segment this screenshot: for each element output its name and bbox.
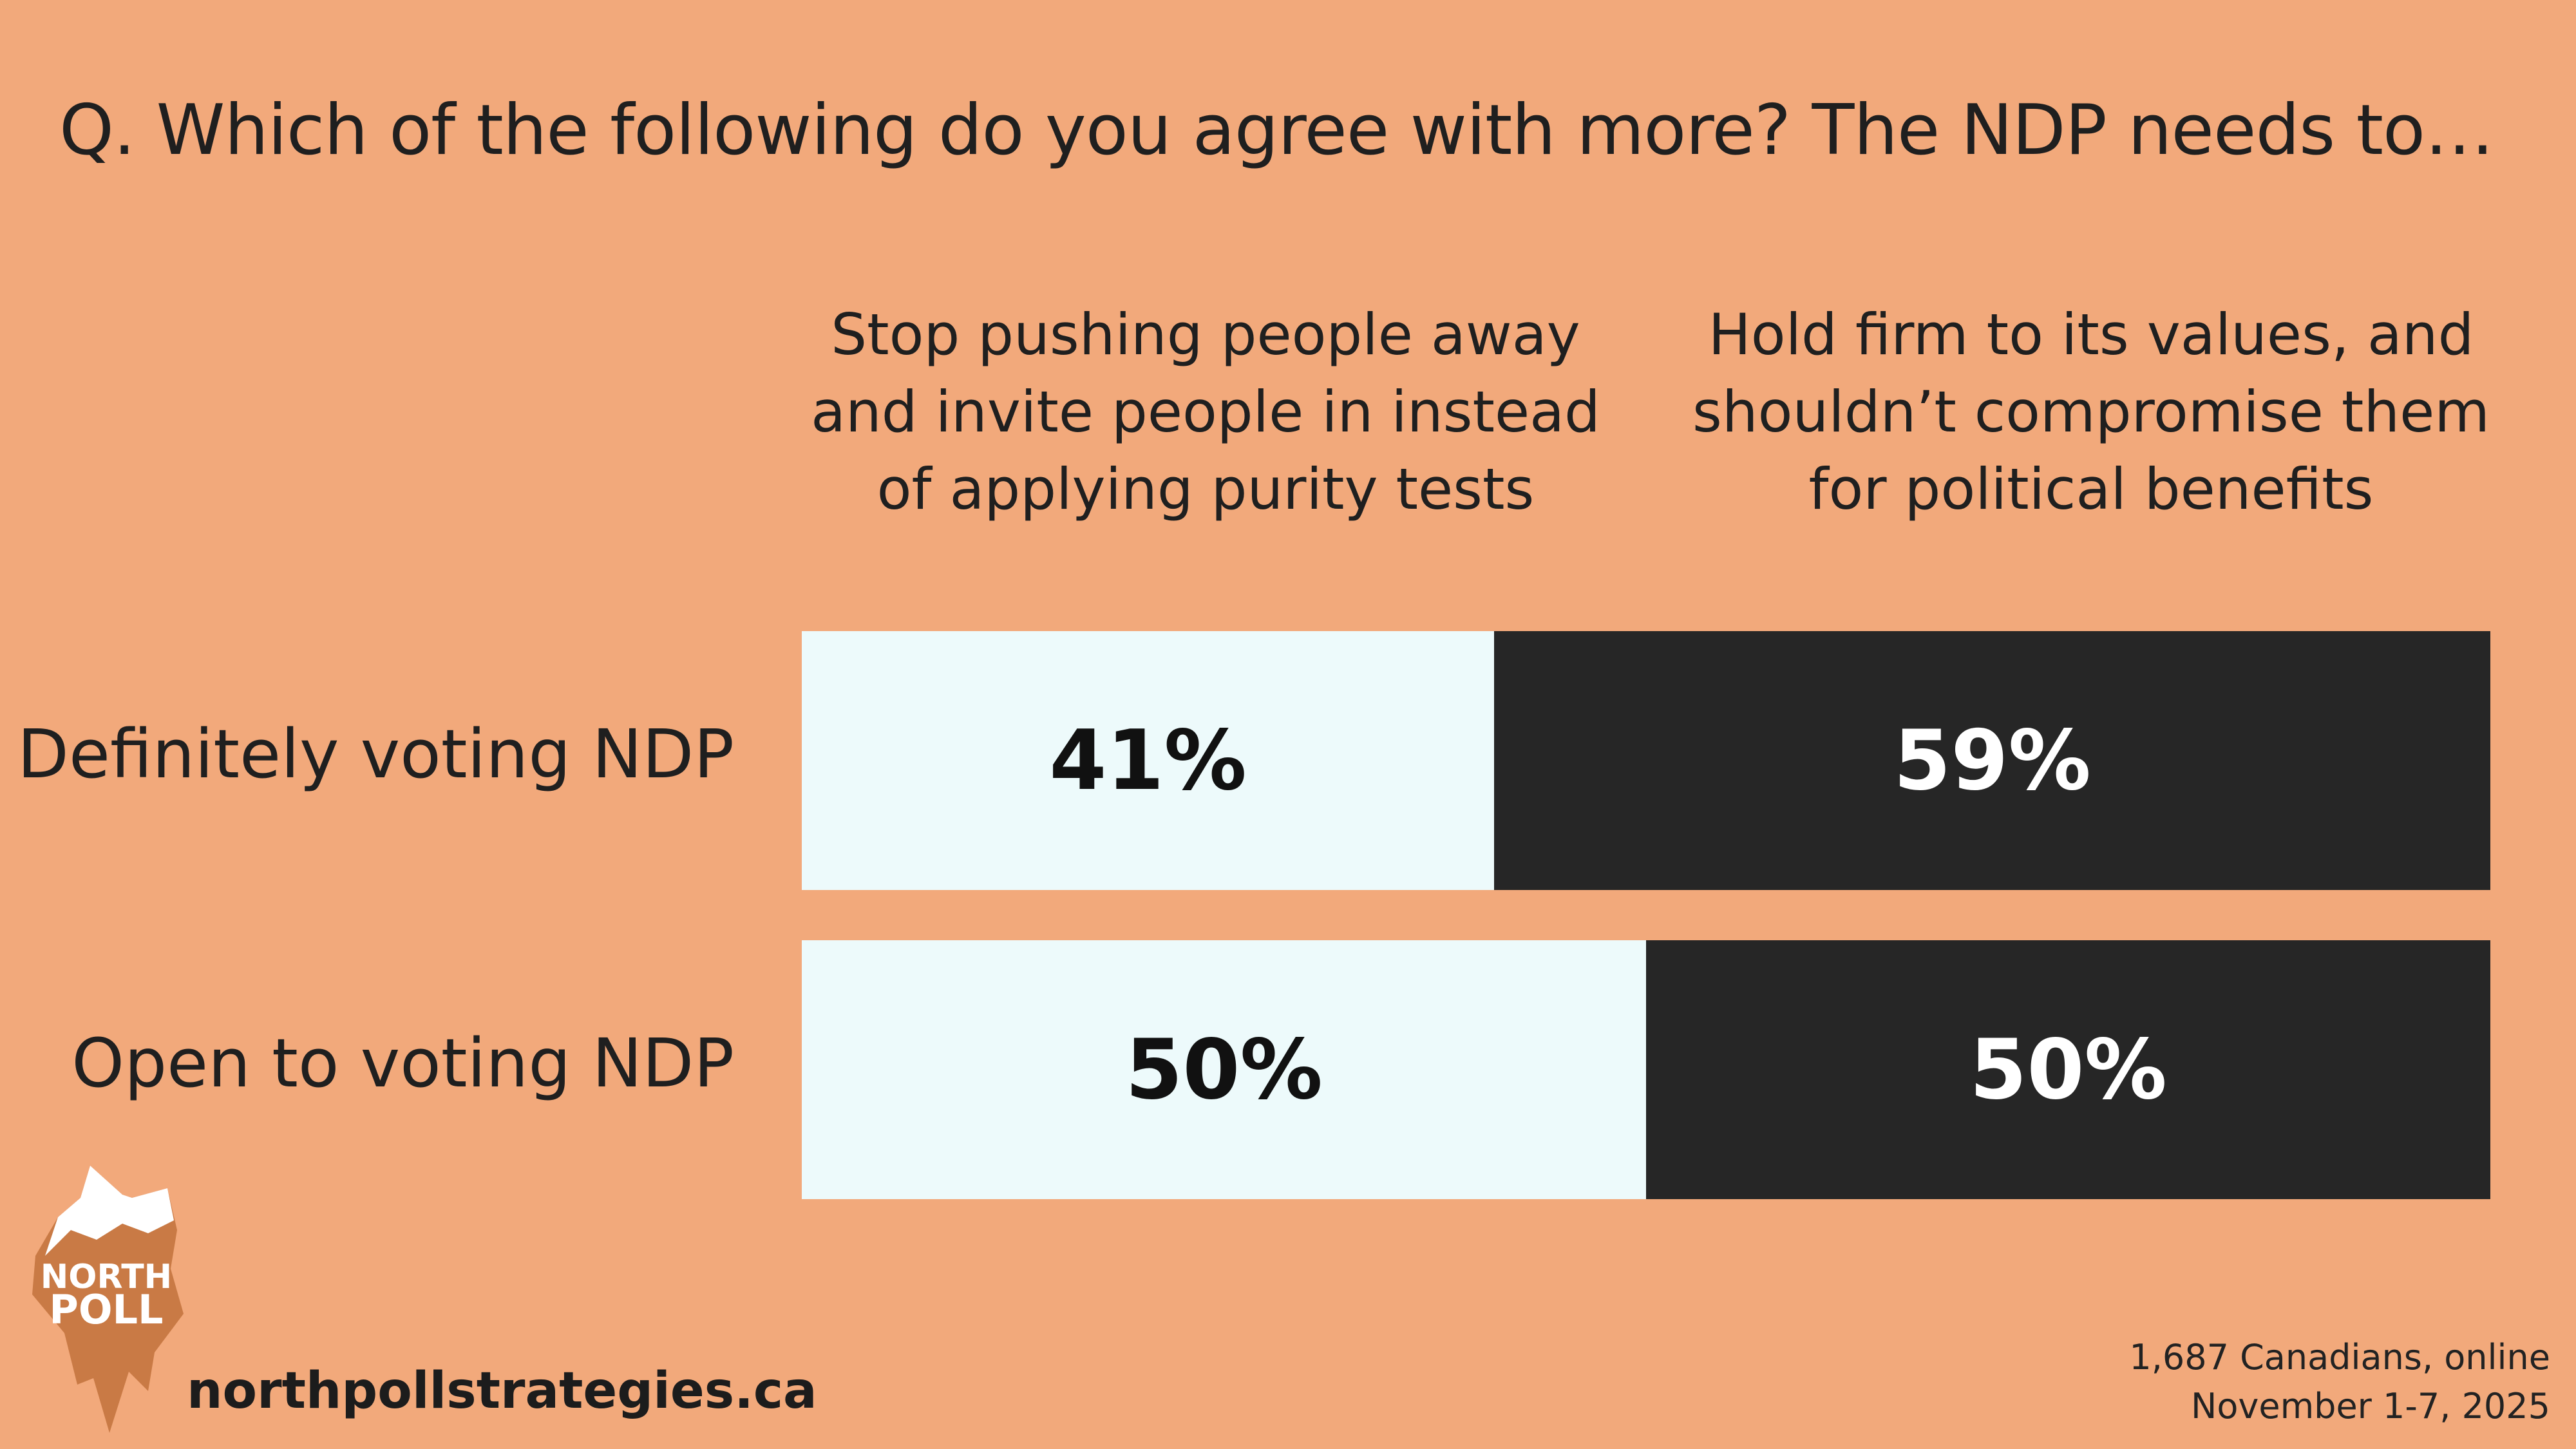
bar-segment-option-b: 50% xyxy=(1646,940,2490,1199)
column-header-line: Hold firm to its values, and xyxy=(1708,301,2474,368)
bar-segment-option-a: 41% xyxy=(802,631,1495,890)
column-header-line: of applying purity tests xyxy=(876,456,1535,522)
data-label: 50% xyxy=(1969,1021,2167,1118)
logo-text-poll: POLL xyxy=(49,1286,163,1333)
source-line: 1,687 Canadians, online xyxy=(2129,1337,2550,1378)
bar-row-definitely: 41% 59% xyxy=(802,631,2490,890)
column-header-option-b: Hold firm to its values, and shouldn’t c… xyxy=(1672,296,2510,528)
column-header-option-a: Stop pushing people away and invite peop… xyxy=(787,296,1624,528)
north-poll-logo: NORTH POLL xyxy=(32,1166,184,1433)
data-label: 41% xyxy=(1049,712,1247,809)
source-line: November 1-7, 2025 xyxy=(2190,1386,2550,1426)
column-header-line: for political benefits xyxy=(1808,456,2374,522)
bar-row-open: 50% 50% xyxy=(802,940,2490,1199)
logo-text-north: NORTH xyxy=(41,1258,172,1296)
column-header-line: shouldn’t compromise them xyxy=(1692,379,2490,445)
chart-title: Q. Which of the following do you agree w… xyxy=(59,90,2494,171)
column-header-line: Stop pushing people away xyxy=(831,301,1580,368)
website-url: northpollstrategies.ca xyxy=(187,1362,817,1420)
bar-segment-option-b: 59% xyxy=(1494,631,2490,890)
data-label: 59% xyxy=(1893,712,2091,809)
row-label-open: Open to voting NDP xyxy=(71,1024,734,1103)
column-header-line: and invite people in instead xyxy=(811,379,1600,445)
bar-segment-option-a: 50% xyxy=(802,940,1646,1199)
data-label: 50% xyxy=(1125,1021,1323,1118)
iceberg-body xyxy=(32,1166,184,1433)
source-note: 1,687 Canadians, online November 1-7, 20… xyxy=(2129,1333,2550,1431)
iceberg-peak xyxy=(45,1166,174,1256)
row-label-definitely: Definitely voting NDP xyxy=(17,715,734,793)
